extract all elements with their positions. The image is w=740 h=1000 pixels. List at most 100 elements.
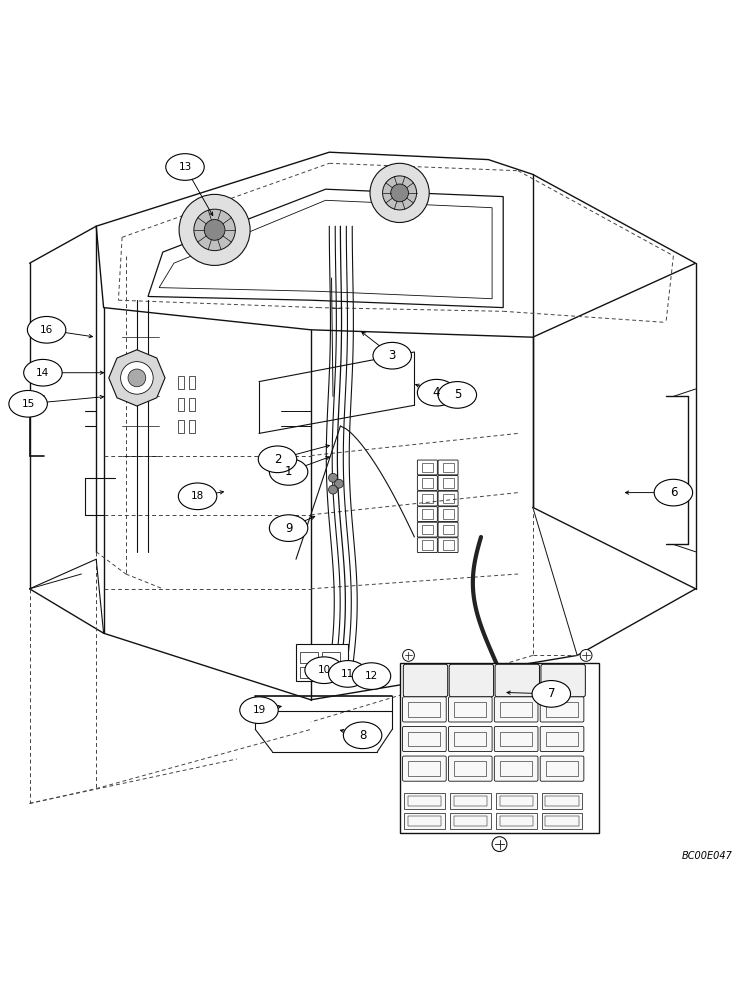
FancyBboxPatch shape (403, 697, 446, 722)
Bar (500, 702, 532, 717)
Ellipse shape (27, 316, 66, 343)
Ellipse shape (166, 154, 204, 180)
Ellipse shape (178, 483, 217, 510)
Circle shape (179, 194, 250, 265)
Bar (422, 478, 433, 488)
Bar (422, 494, 433, 503)
Ellipse shape (438, 382, 477, 408)
Text: 15: 15 (21, 399, 35, 409)
Ellipse shape (654, 479, 693, 506)
Ellipse shape (240, 697, 278, 723)
Ellipse shape (352, 663, 391, 689)
Text: 11: 11 (341, 669, 354, 679)
Bar (546, 702, 578, 717)
FancyBboxPatch shape (540, 697, 584, 722)
Bar (400, 663, 599, 833)
Bar (322, 666, 340, 678)
Ellipse shape (269, 515, 308, 541)
FancyBboxPatch shape (494, 697, 538, 722)
Text: 9: 9 (285, 522, 292, 535)
Text: 16: 16 (40, 325, 53, 335)
Circle shape (492, 837, 507, 852)
Text: BC00E047: BC00E047 (682, 851, 733, 861)
Text: 13: 13 (178, 162, 192, 172)
Text: 2: 2 (274, 453, 281, 466)
Bar (404, 813, 445, 829)
Bar (300, 652, 318, 663)
Bar (546, 732, 578, 746)
Bar (443, 478, 454, 488)
Ellipse shape (9, 390, 47, 417)
Text: 4: 4 (433, 386, 440, 399)
FancyBboxPatch shape (403, 664, 448, 697)
Circle shape (194, 209, 235, 251)
Bar (408, 816, 441, 826)
Bar (189, 376, 195, 389)
Circle shape (403, 649, 414, 661)
Bar (189, 398, 195, 411)
Bar (496, 793, 536, 809)
Bar (189, 420, 195, 433)
Bar (443, 540, 454, 550)
Bar (500, 816, 533, 826)
Bar (454, 761, 486, 776)
Bar (454, 732, 486, 746)
Bar (443, 525, 454, 534)
Circle shape (334, 479, 343, 488)
Bar (454, 816, 487, 826)
FancyBboxPatch shape (403, 756, 446, 781)
Bar (454, 796, 487, 806)
Bar (443, 463, 454, 472)
Bar (500, 732, 532, 746)
Text: 14: 14 (36, 368, 50, 378)
Bar (443, 494, 454, 503)
Ellipse shape (532, 681, 571, 707)
Bar (408, 732, 440, 746)
Circle shape (391, 184, 408, 202)
Bar (408, 761, 440, 776)
FancyBboxPatch shape (449, 664, 494, 697)
FancyBboxPatch shape (448, 726, 492, 752)
FancyBboxPatch shape (448, 756, 492, 781)
Ellipse shape (24, 359, 62, 386)
Bar (422, 525, 433, 534)
Bar (454, 702, 486, 717)
Bar (546, 761, 578, 776)
Circle shape (370, 163, 429, 223)
FancyBboxPatch shape (448, 697, 492, 722)
Bar (408, 796, 441, 806)
Circle shape (128, 369, 146, 387)
Bar (178, 376, 184, 389)
Ellipse shape (373, 342, 411, 369)
Polygon shape (109, 350, 165, 406)
Text: 10: 10 (317, 665, 331, 675)
FancyBboxPatch shape (541, 664, 585, 697)
Bar (422, 540, 433, 550)
Bar (178, 420, 184, 433)
Ellipse shape (329, 661, 367, 687)
Circle shape (329, 485, 337, 494)
Bar (496, 813, 536, 829)
Bar (542, 813, 582, 829)
Bar (450, 793, 491, 809)
Circle shape (580, 649, 592, 661)
FancyBboxPatch shape (540, 726, 584, 752)
Circle shape (383, 176, 417, 210)
Bar (443, 509, 454, 519)
Ellipse shape (305, 657, 343, 684)
FancyBboxPatch shape (403, 726, 446, 752)
Bar (322, 652, 340, 663)
Text: 5: 5 (454, 388, 461, 401)
Bar (408, 702, 440, 717)
Ellipse shape (417, 379, 456, 406)
Bar (500, 796, 533, 806)
FancyBboxPatch shape (540, 756, 584, 781)
Ellipse shape (269, 459, 308, 485)
Bar (450, 813, 491, 829)
Bar (404, 793, 445, 809)
Circle shape (329, 473, 337, 482)
Text: 8: 8 (359, 729, 366, 742)
Text: 18: 18 (191, 491, 204, 501)
Bar (422, 463, 433, 472)
Text: 6: 6 (670, 486, 677, 499)
